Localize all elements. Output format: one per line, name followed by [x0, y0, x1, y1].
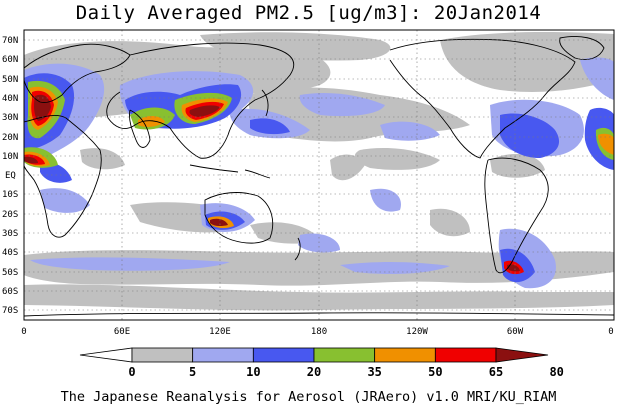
lon-tick: 0 — [21, 327, 26, 337]
colorbar-box — [131, 347, 194, 363]
coast-india — [129, 109, 151, 148]
credit-line: The Japanese Reanalysis for Aerosol (JRA… — [60, 389, 557, 405]
colorbar-label: 20 — [307, 365, 321, 379]
colorbar-extend-low — [79, 347, 133, 363]
lat-tick: 50N — [2, 75, 18, 85]
lat-tick: 70N — [2, 36, 18, 46]
coast-europe — [24, 43, 131, 103]
lat-tick: 20N — [2, 133, 18, 143]
lon-tick: 120E — [209, 327, 231, 337]
coast-africa — [24, 115, 102, 238]
coastlines — [24, 36, 614, 317]
lat-tick: 50S — [2, 268, 18, 278]
lon-tick: 180 — [311, 327, 327, 337]
colorbar-label: 0 — [128, 365, 135, 379]
colorbar-box — [434, 347, 497, 363]
colorbar-label: 5 — [189, 365, 196, 379]
colorbar-label: 35 — [367, 365, 381, 379]
colorbar-label: 80 — [549, 365, 563, 379]
lat-tick: 40S — [2, 248, 18, 258]
lat-tick: 30S — [2, 229, 18, 239]
coast-new-zealand — [294, 237, 301, 261]
lat-tick: 40N — [2, 94, 18, 104]
coast-asia — [106, 42, 295, 159]
colorbar-label: 10 — [246, 365, 260, 379]
colorbar-box — [374, 347, 436, 363]
lat-tick: 70S — [2, 306, 18, 316]
coast-greenland — [559, 36, 605, 60]
coast-south-america — [484, 157, 549, 274]
lat-lon-grid — [24, 30, 614, 320]
colorbar-extend-high — [495, 347, 549, 363]
lat-tick: 10S — [2, 190, 18, 200]
colorbar-box — [192, 347, 254, 363]
plot-frame — [23, 29, 615, 321]
colorbar-label: 50 — [428, 365, 442, 379]
colorbar-box — [252, 347, 315, 363]
colorbar-box — [313, 347, 376, 363]
coast-north-america — [389, 38, 576, 159]
lat-tick-labels: 70N 60N 50N 40N 30N 20N 10N EQ 10S 20S 3… — [2, 36, 18, 316]
lat-tick: 10N — [2, 152, 18, 162]
lat-tick: EQ — [5, 171, 16, 181]
coast-antarctica — [24, 312, 614, 317]
lat-tick: 60N — [2, 55, 18, 65]
lon-tick: 120W — [406, 327, 428, 337]
colorbar-label: 65 — [489, 365, 503, 379]
lat-tick: 60S — [2, 287, 18, 297]
lon-tick: 60W — [507, 327, 524, 337]
lon-tick: 60E — [114, 327, 130, 337]
map-title: Daily Averaged PM2.5 [ug/m3]: 20Jan2014 — [75, 2, 542, 24]
lon-tick-labels: 0 60E 120E 180 120W 60W 0 — [21, 327, 613, 337]
lat-tick: 30N — [2, 113, 18, 123]
coast-indonesia — [189, 164, 271, 179]
coast-japan — [261, 89, 269, 117]
lat-tick: 20S — [2, 210, 18, 220]
colorbar: 0 5 10 20 35 50 65 80 — [79, 347, 564, 379]
lon-tick: 0 — [608, 327, 613, 337]
